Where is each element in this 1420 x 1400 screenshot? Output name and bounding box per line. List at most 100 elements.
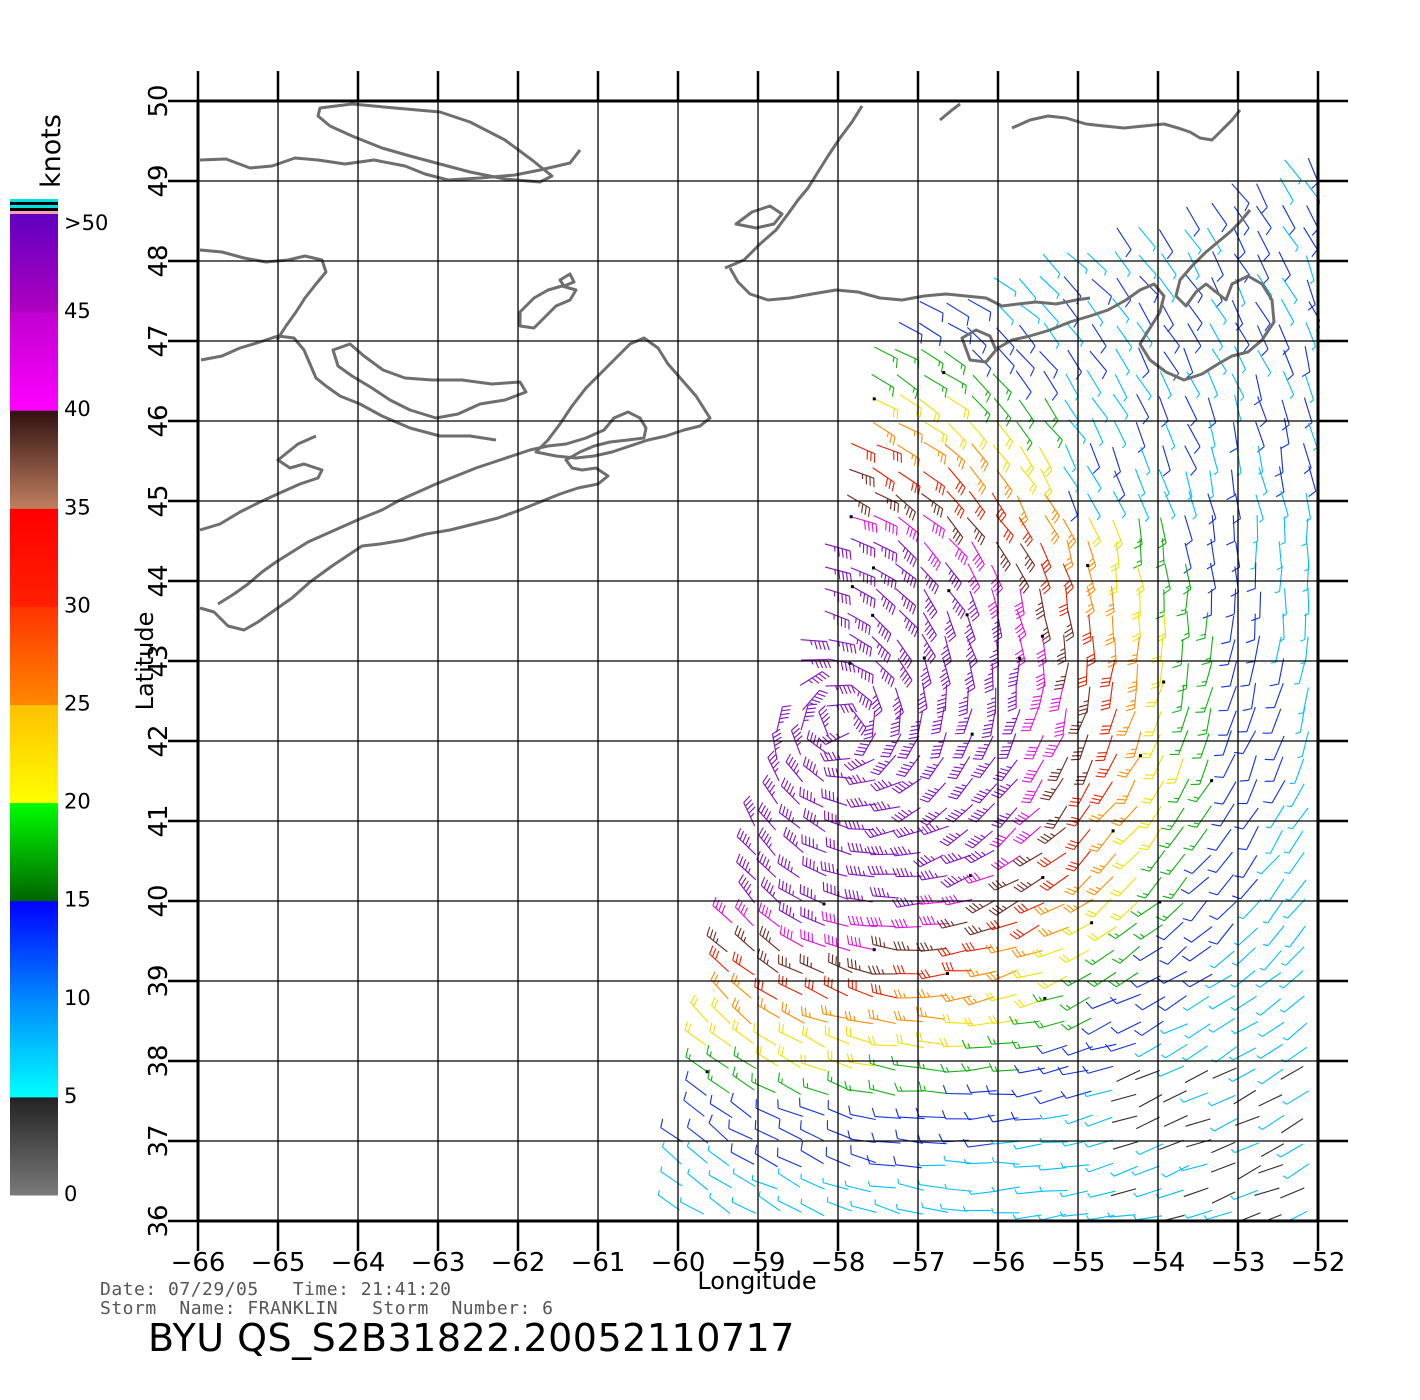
wind-barb — [847, 612, 871, 635]
legend-band — [10, 410, 58, 509]
wind-barb — [1127, 636, 1140, 666]
wind-barb — [1178, 1163, 1208, 1172]
wind-barb — [847, 842, 877, 855]
wind-barb — [1252, 515, 1259, 544]
wind-barb — [732, 1019, 754, 1045]
wind-barb — [1040, 302, 1059, 327]
wind-barb — [1219, 639, 1236, 667]
wind-barb — [1012, 826, 1042, 845]
wind-barb — [1105, 586, 1115, 617]
wind-barb — [1100, 681, 1114, 711]
wind-barb — [921, 1202, 949, 1214]
wind-barb — [1138, 226, 1156, 252]
wind-barb — [1087, 1190, 1116, 1198]
wind-barb — [1085, 1162, 1114, 1173]
wind-barb — [1210, 446, 1219, 476]
wind-barb — [965, 968, 997, 978]
wind-barb — [1262, 901, 1283, 924]
wind-barb — [1257, 1114, 1285, 1130]
wind-barb — [847, 494, 871, 517]
wind-barb — [936, 918, 968, 929]
coast-nova-scotia — [199, 410, 648, 632]
legend-label: 25 — [64, 692, 91, 716]
wind-barb — [1049, 684, 1064, 712]
info-storm-line: Storm Name: FRANKLIN Storm Number: 6 — [100, 1298, 554, 1319]
wind-barb — [916, 869, 948, 881]
wind-barb — [995, 420, 1014, 450]
wind-barb — [1085, 998, 1117, 1010]
wind-barb — [1136, 321, 1153, 348]
wind-barb — [846, 935, 876, 952]
wind-barb — [686, 1118, 709, 1144]
wind-barb — [1056, 634, 1067, 666]
wind-barb — [1257, 230, 1271, 262]
wind-barb — [1155, 538, 1165, 569]
wind-barb — [1064, 540, 1074, 571]
wind-barb — [897, 735, 920, 759]
wind-barb — [1212, 251, 1224, 282]
wind-barb — [1298, 687, 1309, 715]
wind-barb — [1294, 658, 1307, 685]
wind-barb — [972, 349, 992, 377]
wind-barb — [991, 1157, 1020, 1165]
wind-barb — [751, 1072, 776, 1094]
wind-barb — [1074, 759, 1093, 785]
wind-barb — [1086, 252, 1107, 276]
wind-barb — [919, 756, 944, 780]
date-label: Date: — [100, 1279, 157, 1300]
map-grid — [168, 71, 1348, 1251]
wind-barb — [827, 1099, 853, 1120]
wind-barb — [896, 639, 913, 669]
wind-barb — [1218, 685, 1237, 712]
wind-barb — [734, 925, 755, 952]
wind-barb — [1157, 995, 1187, 1012]
wind-barb — [1211, 1141, 1236, 1154]
wind-barb — [913, 854, 944, 868]
wind-barb — [1265, 805, 1285, 829]
wind-barb — [849, 706, 867, 736]
wind-barb — [1132, 946, 1163, 962]
wind-barb — [824, 610, 850, 630]
wind-barb — [1090, 853, 1117, 874]
legend-color-bands — [10, 214, 58, 1196]
wind-barb — [871, 636, 891, 664]
wind-barb — [1158, 276, 1175, 303]
wind-barb — [1043, 370, 1059, 401]
wind-barb — [1011, 969, 1043, 979]
wind-barb — [1159, 371, 1172, 400]
wind-barb — [998, 733, 1017, 759]
wind-barb — [1063, 466, 1079, 493]
wind-barb — [1088, 802, 1116, 823]
wind-barb — [660, 1166, 683, 1187]
wind-barb — [825, 837, 852, 856]
wind-barb — [850, 585, 876, 609]
wind-barb — [759, 925, 781, 952]
wind-barb — [1018, 277, 1037, 303]
wind-barb — [1308, 301, 1320, 332]
wind-barb — [844, 774, 876, 786]
wind-barb — [985, 970, 1017, 982]
wind-barb — [984, 663, 994, 694]
wind-barb — [680, 1197, 704, 1215]
wind-barb — [1182, 899, 1208, 922]
wind-barb — [1135, 1143, 1164, 1155]
wind-barb — [871, 613, 892, 643]
wind-barb — [1115, 348, 1130, 376]
wind-barb — [874, 660, 895, 688]
wind-barb — [781, 1001, 805, 1024]
y-axis-title: Latitude — [131, 612, 159, 711]
legend-strip-line — [10, 202, 58, 205]
lon-tick-label: −55 — [1051, 1248, 1106, 1278]
wind-barb — [1134, 1043, 1162, 1058]
wind-barb — [736, 828, 757, 856]
wind-barb — [1163, 1114, 1188, 1127]
wind-barb — [1234, 730, 1257, 755]
lat-tick-label: 47 — [144, 324, 174, 357]
wind-barb — [1107, 1212, 1136, 1218]
wind-barb — [891, 807, 921, 823]
wind-barb — [1062, 518, 1077, 549]
wind-barb — [941, 1110, 972, 1120]
wind-barb — [918, 1081, 948, 1094]
wind-barb — [1116, 1069, 1141, 1083]
wind-barb — [1185, 274, 1203, 304]
